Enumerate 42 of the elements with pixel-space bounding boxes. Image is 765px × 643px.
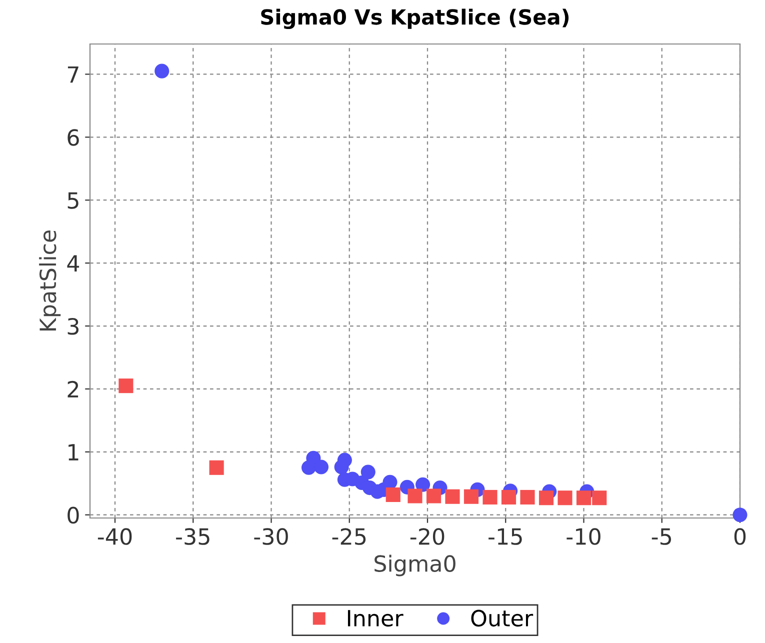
point (732, 508, 748, 522)
x-tick-label: -10 (566, 528, 600, 545)
point (408, 488, 422, 504)
point (386, 487, 400, 502)
point (558, 490, 572, 506)
y-tick-label: 7 (68, 66, 78, 83)
x-tick-label: -5 (652, 528, 672, 545)
x-tick-label: -40 (98, 528, 132, 545)
point (501, 490, 516, 505)
point (576, 490, 592, 506)
x-tick-label: -20 (410, 528, 444, 545)
point (314, 460, 329, 474)
point (154, 64, 170, 78)
x-tick-label: -35 (176, 528, 210, 545)
point (360, 464, 376, 480)
chart-title: Sigma0 Vs KpatSlice (Sea) (261, 8, 569, 30)
point (118, 378, 134, 394)
point (337, 452, 352, 468)
point (592, 490, 607, 506)
x-axis-title: Sigma0 (374, 554, 456, 576)
point (482, 490, 498, 505)
y-tick-label: 6 (68, 129, 79, 146)
y-tick-label: 3 (68, 318, 78, 335)
x-tick-label: 0 (734, 528, 746, 545)
y-tick-label: 1 (68, 444, 78, 460)
x-tick-label: -30 (254, 528, 288, 545)
y-tick-label: 0 (68, 506, 79, 524)
point (538, 490, 554, 506)
point (520, 490, 535, 505)
point (382, 474, 398, 490)
point (426, 488, 442, 504)
y-tick-label: 2 (68, 380, 78, 398)
point (464, 489, 479, 504)
point (209, 460, 224, 475)
y-tick-label: 4 (67, 255, 80, 272)
legend-label: Inner (348, 610, 404, 627)
point (445, 489, 460, 504)
x-tick-label: -25 (332, 528, 366, 545)
x-tick-label: -15 (488, 528, 522, 545)
y-axis-title: KpatSlice (39, 230, 61, 330)
legend-label: Outer (471, 610, 534, 627)
y-tick-label: 5 (68, 192, 78, 209)
